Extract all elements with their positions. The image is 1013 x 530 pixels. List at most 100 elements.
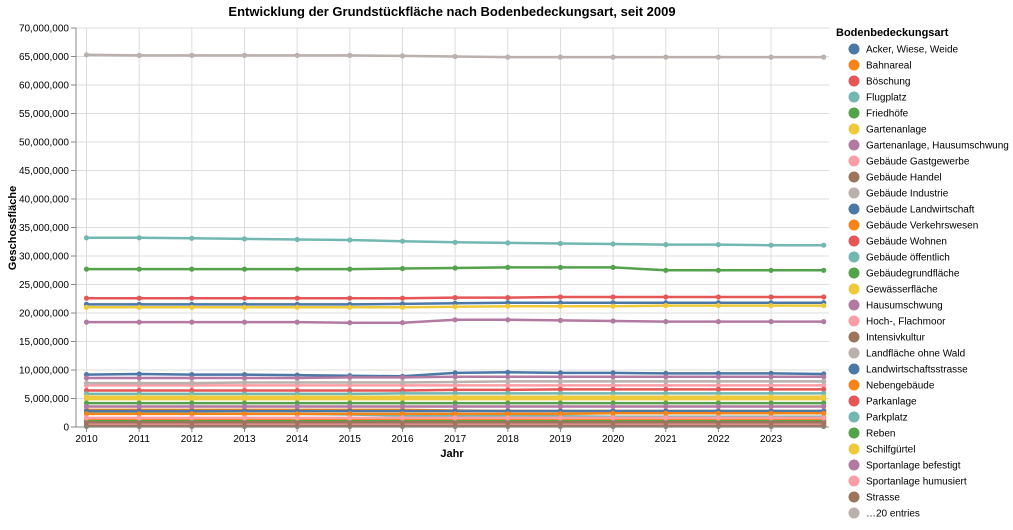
data-point	[663, 374, 669, 380]
y-tick-label: 50,000,000	[19, 138, 69, 149]
data-point	[715, 294, 722, 300]
x-tick-label: 2018	[497, 434, 520, 445]
x-tick-label: 2021	[655, 434, 678, 445]
series-6	[83, 374, 827, 381]
data-point	[610, 318, 616, 324]
data-point	[189, 403, 195, 410]
legend-symbol	[848, 75, 860, 87]
x-tick-label: 2016	[391, 434, 414, 445]
data-point	[136, 235, 142, 241]
data-point	[294, 403, 300, 410]
data-point	[136, 380, 142, 386]
data-point	[557, 378, 564, 384]
data-point	[294, 236, 300, 243]
data-point	[189, 375, 195, 381]
data-point	[294, 375, 300, 381]
data-point	[715, 386, 722, 392]
data-point	[399, 411, 406, 417]
legend-symbol	[848, 251, 860, 263]
data-point	[768, 386, 774, 392]
legend-symbol	[848, 443, 860, 455]
data-point	[399, 320, 406, 326]
data-point	[399, 379, 406, 386]
data-point	[189, 52, 195, 59]
data-point	[399, 403, 406, 410]
data-point	[452, 374, 458, 380]
data-point	[821, 382, 827, 388]
y-tick-label: 70,000,000	[19, 24, 69, 35]
data-point	[821, 319, 827, 325]
legend-symbol	[848, 475, 860, 487]
data-point	[399, 394, 406, 400]
data-point	[610, 241, 616, 247]
data-point	[452, 239, 458, 245]
data-point	[715, 303, 722, 309]
data-point	[557, 370, 564, 376]
data-point	[347, 415, 353, 421]
data-point	[347, 304, 353, 310]
series-lines	[83, 52, 827, 429]
data-point	[136, 266, 142, 272]
data-point	[136, 415, 142, 421]
data-point	[347, 394, 353, 400]
legend-label: Gartenanlage	[866, 125, 927, 136]
series-25	[83, 394, 827, 400]
y-tick-label: 5,000,000	[25, 394, 70, 405]
data-point	[505, 303, 511, 309]
data-point	[821, 394, 827, 400]
legend-label: Gebäude Verkehrswesen	[866, 221, 978, 232]
data-point	[715, 382, 722, 388]
data-point	[452, 411, 458, 417]
data-point	[505, 54, 511, 60]
legend-symbol	[848, 235, 860, 247]
data-point	[83, 394, 90, 400]
data-point	[715, 410, 722, 416]
data-point	[715, 54, 722, 60]
legend-label: Gebäude Landwirtschaft	[866, 205, 975, 216]
data-point	[610, 382, 616, 388]
legend-symbol	[848, 331, 860, 343]
data-point	[189, 394, 195, 400]
data-point	[663, 378, 669, 384]
data-point	[768, 242, 774, 248]
data-point	[241, 394, 248, 400]
data-point	[821, 294, 827, 300]
series-9	[83, 52, 827, 60]
data-point	[241, 411, 248, 417]
data-point	[821, 242, 827, 248]
legend-symbol	[848, 187, 860, 199]
data-point	[452, 394, 458, 400]
data-point	[241, 266, 248, 272]
legend-symbol	[848, 491, 860, 503]
legend-label: Landwirtschaftsstrasse	[866, 365, 968, 376]
data-point	[557, 403, 564, 410]
y-tick-label: 60,000,000	[19, 81, 69, 92]
data-point	[189, 415, 195, 421]
data-point	[136, 411, 142, 417]
data-point	[715, 378, 722, 384]
data-point	[136, 403, 142, 410]
legend-symbol	[848, 171, 860, 183]
data-point	[610, 303, 616, 309]
data-point	[557, 240, 564, 247]
data-point	[399, 265, 406, 272]
legend-symbol	[848, 43, 860, 55]
legend-label: Gebäude Gastgewerbe	[866, 157, 970, 168]
data-point	[83, 319, 90, 325]
data-point	[294, 304, 300, 310]
data-point	[83, 403, 90, 410]
x-tick-label: 2023	[760, 434, 783, 445]
data-point	[347, 237, 353, 243]
legend-label: Nebengebäude	[866, 381, 935, 392]
x-tick-label: 2011	[128, 434, 150, 445]
data-point	[610, 54, 616, 60]
data-point	[83, 375, 90, 381]
data-point	[347, 295, 353, 301]
data-point	[241, 304, 248, 310]
y-tick-label: 40,000,000	[19, 195, 69, 206]
legend-symbol	[848, 427, 860, 439]
data-point	[768, 410, 774, 416]
y-tick-label: 0	[63, 423, 69, 434]
x-tick-label: 2017	[444, 434, 467, 445]
legend-symbol	[848, 411, 860, 423]
